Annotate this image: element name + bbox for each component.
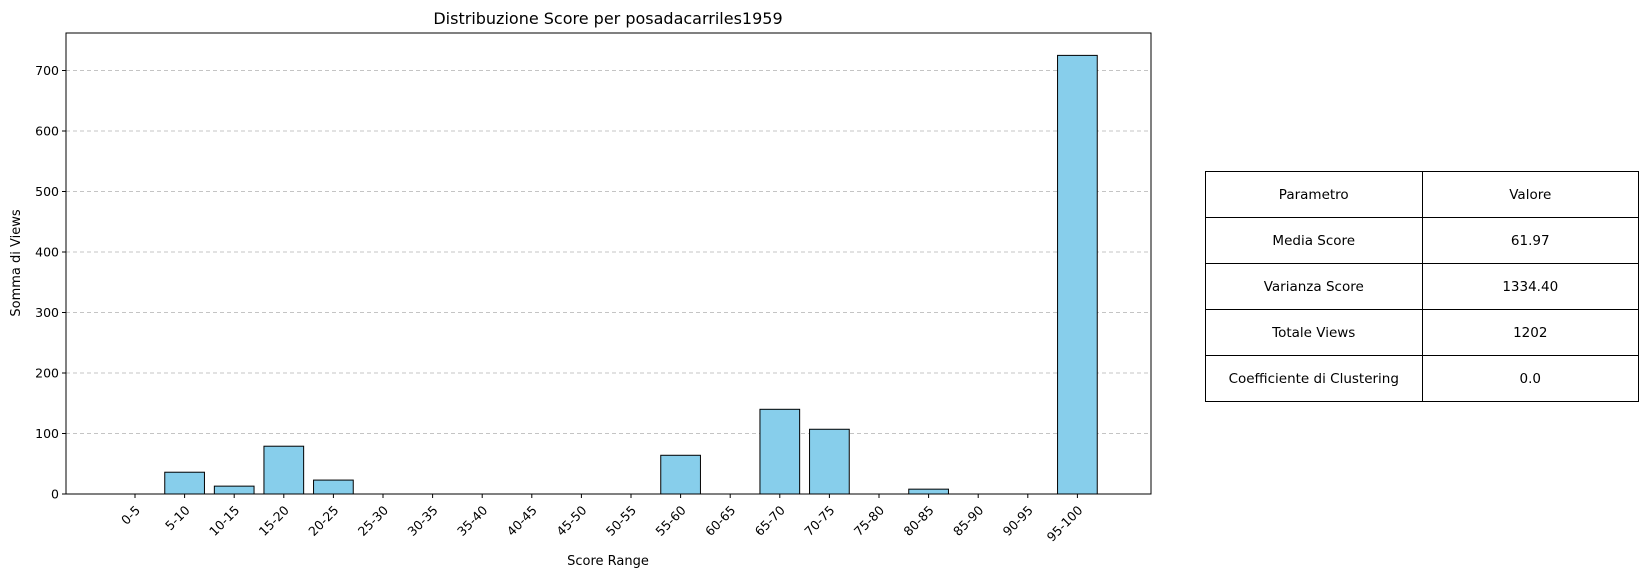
x-tick-label: 60-65	[702, 503, 738, 539]
bar-5-10	[164, 471, 205, 495]
bar-20-25	[313, 479, 354, 495]
x-tick-label: 35-40	[454, 502, 490, 538]
x-tick-label: 80-85	[900, 503, 936, 539]
table-row: Coefficiente di Clustering 0.0	[1205, 355, 1639, 402]
x-tick-label: 45-50	[553, 502, 589, 538]
y-tick-label: 300	[35, 305, 59, 320]
x-tick-label: 5-10	[162, 502, 193, 533]
x-axis-label: Score Range	[567, 554, 649, 569]
bar-65-70	[759, 408, 801, 495]
x-tick-label: 55-60	[652, 502, 688, 538]
bars	[164, 54, 1098, 495]
x-tick-label: 30-35	[404, 503, 440, 539]
table-header-row: Parametro Valore	[1205, 171, 1639, 218]
table-row: Varianza Score 1334.40	[1205, 263, 1639, 310]
y-tick-label: 400	[35, 245, 59, 260]
x-axis-ticks: 0-5 5-10 10-15 15-20 20-25 25-30 30-35 35-40 40-…	[118, 494, 1086, 544]
y-tick-label: 100	[35, 426, 59, 441]
bar-10-15	[213, 485, 255, 495]
y-tick-label: 700	[35, 63, 59, 78]
grid-lines	[66, 70, 1151, 435]
y-tick-label: 500	[35, 184, 59, 199]
table-cell-value: 0.0	[1421, 355, 1639, 402]
plot-frame	[65, 32, 1152, 495]
table-cell-param: Varianza Score	[1205, 263, 1423, 310]
x-tick-label: 20-25	[305, 503, 341, 539]
table-row: Totale Views 1202	[1205, 309, 1639, 356]
y-tick-label: 200	[35, 366, 59, 381]
bar-55-60	[660, 454, 701, 495]
x-tick-label: 50-55	[603, 503, 639, 539]
table-header-parametro: Parametro	[1205, 171, 1423, 218]
x-tick-label: 10-15	[206, 503, 242, 539]
bar-80-85	[908, 488, 949, 495]
table-cell-param: Coefficiente di Clustering	[1205, 355, 1423, 402]
table-cell-value: 1202	[1421, 309, 1639, 356]
bar-70-75	[809, 428, 850, 495]
x-tick-label: 15-20	[256, 502, 292, 538]
y-tick-label: 0	[51, 487, 59, 502]
x-tick-label: 85-90	[950, 502, 986, 538]
table-cell-param: Totale Views	[1205, 309, 1423, 356]
x-tick-label: 65-70	[752, 502, 788, 538]
table-header-valore: Valore	[1421, 171, 1639, 218]
x-tick-label: 70-75	[801, 503, 837, 539]
table-cell-param: Media Score	[1205, 217, 1423, 264]
table-cell-value: 1334.40	[1421, 263, 1639, 310]
y-tick-label: 600	[35, 124, 59, 139]
table-row: Media Score 61.97	[1205, 217, 1639, 264]
x-tick-label: 95-100	[1044, 502, 1086, 544]
bar-15-20	[263, 445, 305, 495]
y-axis-label: Somma di Views	[9, 209, 24, 316]
x-tick-label: 75-80	[851, 502, 887, 538]
chart-title: Distribuzione Score per posadacarriles19…	[433, 9, 782, 28]
stats-table: Parametro Valore Media Score 61.97 Varia…	[1205, 171, 1639, 402]
bar-95-100	[1057, 54, 1098, 495]
x-tick-label: 90-95	[1000, 503, 1036, 539]
x-tick-label: 25-30	[355, 502, 391, 538]
x-tick-label: 0-5	[118, 503, 143, 528]
table-cell-value: 61.97	[1421, 217, 1639, 264]
x-tick-label: 40-45	[504, 503, 540, 539]
y-axis-ticks: 0 100 200 300 400 500 600 700	[35, 63, 66, 502]
